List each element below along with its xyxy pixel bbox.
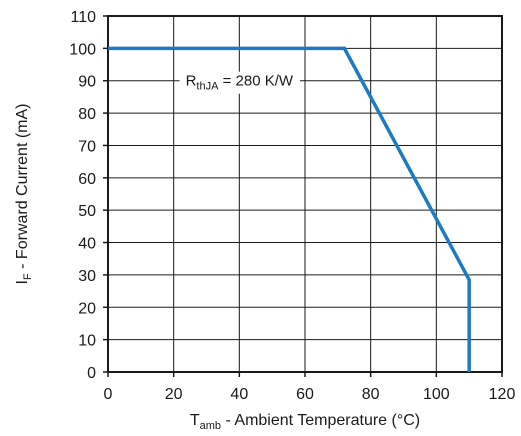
y-axis-label-main: I — [14, 280, 31, 284]
x-tick-label-0: 0 — [104, 386, 113, 403]
y-tick-label-90: 90 — [78, 74, 96, 91]
x-tick-labels: 0 20 40 60 80 100 120 — [104, 386, 516, 403]
x-axis-label-subscript: amb — [200, 420, 221, 432]
x-axis-label-main: T — [190, 412, 200, 429]
y-axis-label-subscript: F — [22, 273, 34, 280]
annotation-main: R — [186, 73, 197, 90]
y-tick-label-10: 10 — [78, 333, 96, 350]
tick-layer — [103, 15, 503, 377]
series-line-0 — [108, 46, 471, 372]
y-tick-label-100: 100 — [69, 41, 96, 58]
x-axis-label: Tamb - Ambient Temperature (°C) — [190, 412, 420, 432]
x-tick-label-100: 100 — [423, 386, 450, 403]
x-tick-label-20: 20 — [165, 386, 183, 403]
x-tick-label-80: 80 — [362, 386, 380, 403]
y-tick-label-20: 20 — [78, 300, 96, 317]
y-tick-label-70: 70 — [78, 138, 96, 155]
y-tick-label-40: 40 — [78, 236, 96, 253]
y-tick-label-30: 30 — [78, 268, 96, 285]
y-axis-label: IF - Forward Current (mA) — [14, 104, 34, 285]
y-tick-label-50: 50 — [78, 203, 96, 220]
y-tick-label-60: 60 — [78, 171, 96, 188]
annotation-subscript: thJA — [196, 81, 219, 93]
x-tick-label-120: 120 — [489, 386, 516, 403]
y-tick-label-110: 110 — [70, 9, 96, 26]
annotation-rest: = 280 K/W — [218, 73, 293, 90]
x-axis-label-rest: - Ambient Temperature (°C) — [221, 412, 420, 429]
annotation-background — [179, 71, 300, 94]
series-layer — [108, 46, 471, 372]
grid-lines — [108, 16, 502, 372]
y-axis-label-rest: - Forward Current (mA) — [14, 104, 31, 274]
rthja-annotation: RthJA = 280 K/W — [186, 73, 294, 93]
y-tick-label-80: 80 — [78, 106, 96, 123]
y-tick-label-0: 0 — [87, 365, 96, 382]
x-tick-label-40: 40 — [230, 386, 248, 403]
y-tick-labels: 0 10 20 30 40 50 60 70 80 90 100 110 — [69, 9, 96, 382]
x-tick-label-60: 60 — [296, 386, 314, 403]
